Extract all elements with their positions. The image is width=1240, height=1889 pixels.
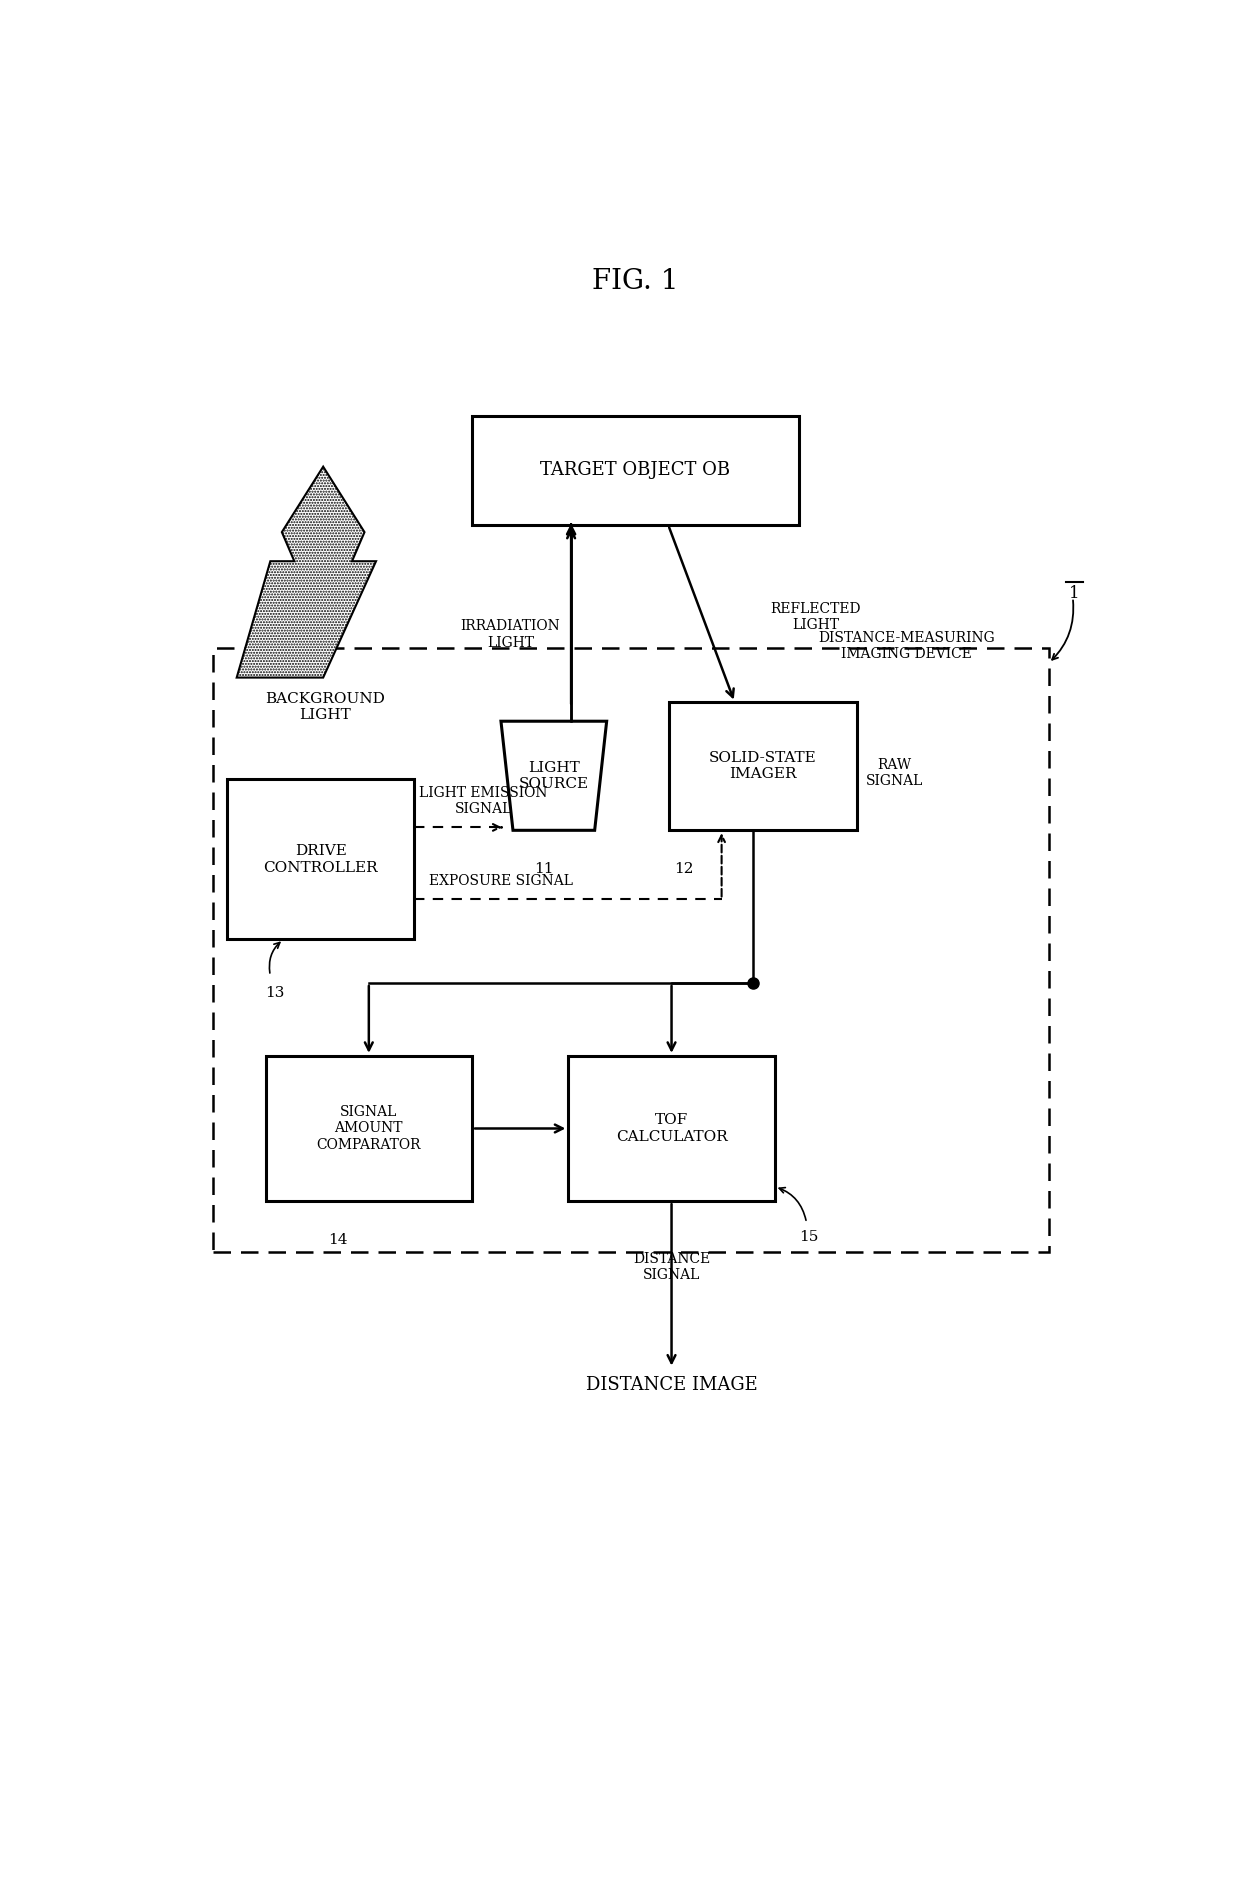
Text: 15: 15 <box>799 1230 818 1245</box>
Text: TOF
CALCULATOR: TOF CALCULATOR <box>616 1113 728 1143</box>
Text: 12: 12 <box>673 861 693 876</box>
Text: IRRADIATION
LIGHT: IRRADIATION LIGHT <box>461 620 560 650</box>
Text: SIGNAL
AMOUNT
COMPARATOR: SIGNAL AMOUNT COMPARATOR <box>316 1105 422 1152</box>
Text: SOLID-STATE
IMAGER: SOLID-STATE IMAGER <box>709 752 817 782</box>
Text: RAW
SIGNAL: RAW SIGNAL <box>866 757 924 788</box>
Text: 13: 13 <box>265 986 285 999</box>
Text: 11: 11 <box>534 861 554 876</box>
Text: DRIVE
CONTROLLER: DRIVE CONTROLLER <box>263 844 378 875</box>
Text: TARGET OBJECT OB: TARGET OBJECT OB <box>541 461 730 480</box>
Polygon shape <box>501 722 606 831</box>
Text: EXPOSURE SIGNAL: EXPOSURE SIGNAL <box>429 875 573 888</box>
FancyBboxPatch shape <box>472 416 799 525</box>
FancyBboxPatch shape <box>568 1056 775 1201</box>
Text: LIGHT EMISSION
SIGNAL: LIGHT EMISSION SIGNAL <box>419 786 548 816</box>
FancyBboxPatch shape <box>227 780 414 939</box>
Polygon shape <box>237 467 376 678</box>
FancyBboxPatch shape <box>265 1056 472 1201</box>
Text: BACKGROUND
LIGHT: BACKGROUND LIGHT <box>265 691 386 722</box>
FancyBboxPatch shape <box>670 703 857 831</box>
Text: LIGHT
SOURCE: LIGHT SOURCE <box>518 761 589 791</box>
Text: 14: 14 <box>329 1234 347 1247</box>
Text: 1: 1 <box>1069 586 1080 603</box>
Text: DISTANCE
SIGNAL: DISTANCE SIGNAL <box>632 1252 711 1283</box>
Text: REFLECTED
LIGHT: REFLECTED LIGHT <box>770 603 861 633</box>
Text: DISTANCE-MEASURING
IMAGING DEVICE: DISTANCE-MEASURING IMAGING DEVICE <box>818 631 994 661</box>
Text: FIG. 1: FIG. 1 <box>593 268 678 295</box>
Text: DISTANCE IMAGE: DISTANCE IMAGE <box>585 1375 758 1394</box>
